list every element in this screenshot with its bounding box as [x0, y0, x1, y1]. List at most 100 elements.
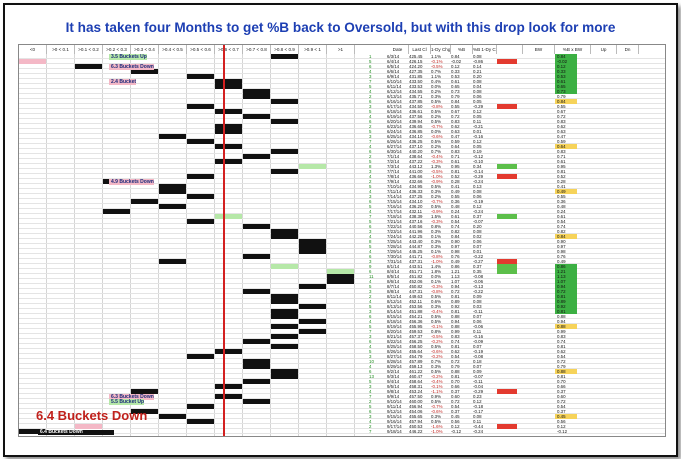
data-cell: 0.07 [473, 314, 482, 319]
data-cell: 6 [369, 254, 372, 259]
data-cell: 5 [369, 404, 372, 409]
table-row [19, 114, 665, 119]
callout-label: 6.4 Buckets Down [36, 408, 148, 423]
data-cell: 0.63 [451, 129, 460, 134]
bw-cell [555, 369, 577, 374]
data-cell: 10 [369, 359, 374, 364]
data-cell: 456.94 [409, 404, 423, 409]
bucket-block [243, 114, 270, 119]
column-divider [102, 54, 103, 436]
bw-value: 0.54 [557, 354, 566, 359]
table-row [19, 64, 665, 69]
data-cell: 7/25/14 [387, 239, 402, 244]
data-header: Date [387, 45, 409, 54]
data-cell: 0.6% [431, 299, 442, 304]
data-cell: -1.0% [431, 259, 443, 264]
data-cell: 0.56 [451, 419, 460, 424]
data-cell: 0.64 [451, 144, 460, 149]
data-cell: 9/5/14 [387, 384, 400, 389]
data-cell: 425.45 [409, 54, 423, 59]
bw-value: 0.47 [557, 134, 566, 139]
data-cell: 0.4% [431, 79, 442, 84]
data-cell: 0.20 [473, 74, 482, 79]
bw-cell [555, 299, 577, 304]
data-cell: 0.08 [473, 299, 482, 304]
data-cell: 0.24 [451, 209, 460, 214]
data-cell: -0.7% [431, 124, 443, 129]
data-cell: 3 [369, 334, 372, 339]
data-cell: 0.81 [451, 169, 460, 174]
data-cell: 1.3% [431, 164, 442, 169]
bucket-block [215, 79, 242, 84]
bucket-header: >0.9 < 1 [299, 45, 327, 54]
data-cell: 6/27/14 [387, 144, 402, 149]
bw-value: 0.56 [557, 419, 566, 424]
data-cell: -0.07 [473, 219, 484, 224]
table-row [19, 414, 665, 419]
data-cell: 460.47 [409, 374, 423, 379]
table-row [19, 289, 665, 294]
data-cell: 8/11/14 [387, 294, 402, 299]
bw-cell [555, 74, 577, 79]
data-cell: 0.2% [431, 114, 442, 119]
data-cell: 437.85 [409, 99, 423, 104]
data-cell: -0.44 [473, 424, 484, 429]
data-cell: 2 [369, 294, 372, 299]
bw-cell [555, 309, 577, 314]
data-cell: 8/25/14 [387, 344, 402, 349]
data-cell: 0.95 [451, 164, 460, 169]
callout-bar-label: 6.4 Buckets Down [40, 429, 83, 435]
bucket-header: >0.4 < 0.5 [159, 45, 187, 54]
table-row [19, 334, 665, 339]
data-cell: 0.08 [473, 189, 482, 194]
table-row [19, 109, 665, 114]
data-cell: 0.28 [451, 179, 460, 184]
bw-value: 0.54 [557, 219, 566, 224]
bucket-block [215, 394, 242, 399]
data-cell: 434.10 [409, 199, 423, 204]
data-cell: 0.52 [451, 174, 460, 179]
table-row [19, 119, 665, 124]
table-row [19, 124, 665, 129]
data-cell: 7/9/14 [387, 179, 400, 184]
bw-value: 0.49 [557, 189, 566, 194]
data-header: BW [523, 45, 555, 54]
data-cell: 0.94 [451, 319, 460, 324]
table-row [19, 99, 665, 104]
data-cell: 434.95 [409, 184, 423, 189]
data-cell: 6/24/14 [387, 129, 402, 134]
data-cell: 9/16/14 [387, 419, 402, 424]
data-cell: 0.09 [473, 294, 482, 299]
data-cell: -0.13 [473, 284, 484, 289]
data-cell: 0.08 [473, 89, 482, 94]
table-row [19, 204, 665, 209]
table-row [19, 84, 665, 89]
bucket-annotation: 2.4 Bucket [109, 79, 137, 85]
table-row [19, 304, 665, 309]
data-cell: 436.33 [409, 189, 423, 194]
bw-value: 1.07 [557, 279, 566, 284]
data-cell: 436.85 [409, 129, 423, 134]
bw-value: 0.63 [557, 129, 566, 134]
data-header: Dn [617, 45, 639, 54]
bucket-block [187, 104, 214, 109]
table-row [19, 419, 665, 424]
data-cell: 8/29/14 [387, 364, 402, 369]
data-cell: 1 [369, 54, 372, 59]
bw-value: 0.37 [557, 409, 566, 414]
bw-value: 0.81 [557, 294, 566, 299]
data-cell: -0.02 [451, 59, 462, 64]
data-header: Last Cl [409, 45, 431, 54]
page-title: It has taken four Months to get %B back … [65, 20, 616, 35]
data-cell: 0.54 [451, 404, 460, 409]
data-cell: 0.3% [431, 189, 442, 194]
data-cell: 6/6/14 [387, 69, 400, 74]
data-cell: 0.5% [431, 184, 442, 189]
data-cell: 4 [369, 419, 372, 424]
table-row [19, 259, 665, 264]
table-row [19, 359, 665, 364]
data-cell: 7/10/14 [387, 184, 402, 189]
data-cell: -0.7% [431, 404, 443, 409]
pb-change-cell [497, 424, 517, 429]
data-cell: 4 [369, 69, 372, 74]
